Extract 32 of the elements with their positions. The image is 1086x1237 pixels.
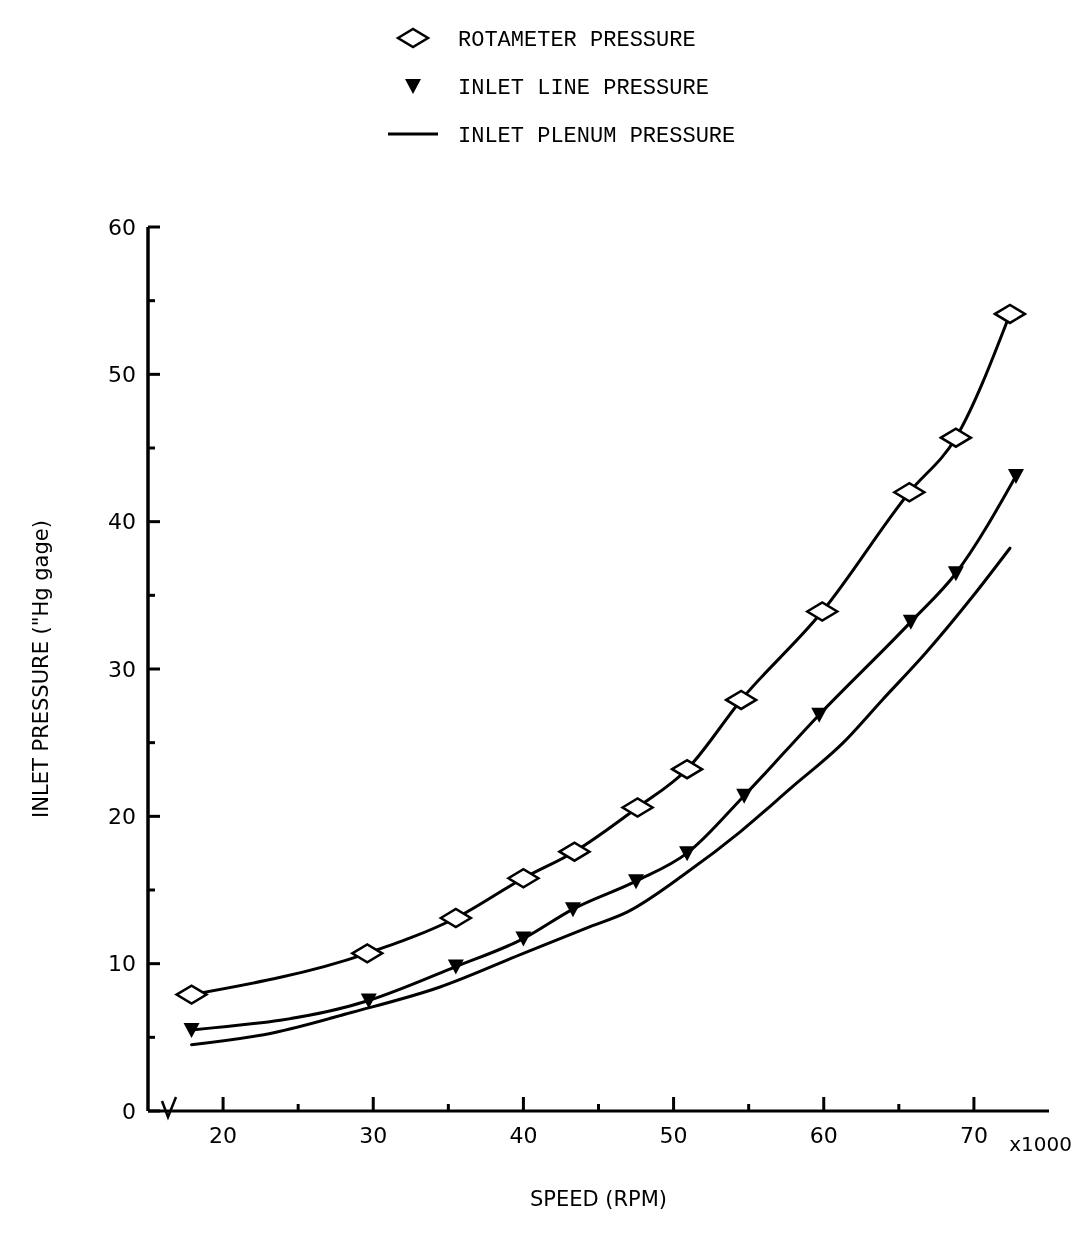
- y-axis-title: INLET PRESSURE ("Hg gage): [29, 520, 53, 818]
- x-tick-label: 70: [959, 1123, 988, 1148]
- legend-label: INLET LINE PRESSURE: [458, 75, 709, 101]
- y-tick-label: 0: [122, 1098, 136, 1124]
- legend-label: ROTAMETER PRESSURE: [458, 27, 696, 53]
- y-tick-label: 10: [108, 951, 136, 977]
- point: [447, 959, 464, 975]
- x-tick-label: 50: [659, 1123, 688, 1148]
- point: [811, 707, 828, 723]
- y-tick-label: 30: [108, 656, 136, 682]
- x-tick-label: 30: [359, 1123, 388, 1148]
- point: [1007, 468, 1024, 484]
- point: [628, 874, 645, 890]
- point: [736, 788, 753, 804]
- line-series: [190, 546, 1012, 1047]
- point: [183, 1022, 200, 1038]
- y-tick-label: 50: [108, 362, 136, 388]
- point: [564, 902, 581, 918]
- x-tick-label: 20: [209, 1123, 238, 1148]
- y-tick-label: 40: [108, 509, 136, 535]
- point: [947, 566, 964, 582]
- point: [515, 931, 532, 947]
- x-tick-label: 60: [809, 1123, 838, 1148]
- point: [902, 614, 919, 630]
- x-tick-label: 40: [509, 1123, 538, 1148]
- text: x1000: [1009, 1132, 1072, 1156]
- y-tick-label: 20: [108, 804, 136, 830]
- x-axis-title: SPEED (RPM): [529, 1187, 668, 1211]
- legend-label: INLET PLENUM PRESSURE: [458, 123, 736, 149]
- point: [679, 846, 696, 862]
- y-tick-label: 60: [108, 214, 136, 240]
- point: [360, 993, 377, 1009]
